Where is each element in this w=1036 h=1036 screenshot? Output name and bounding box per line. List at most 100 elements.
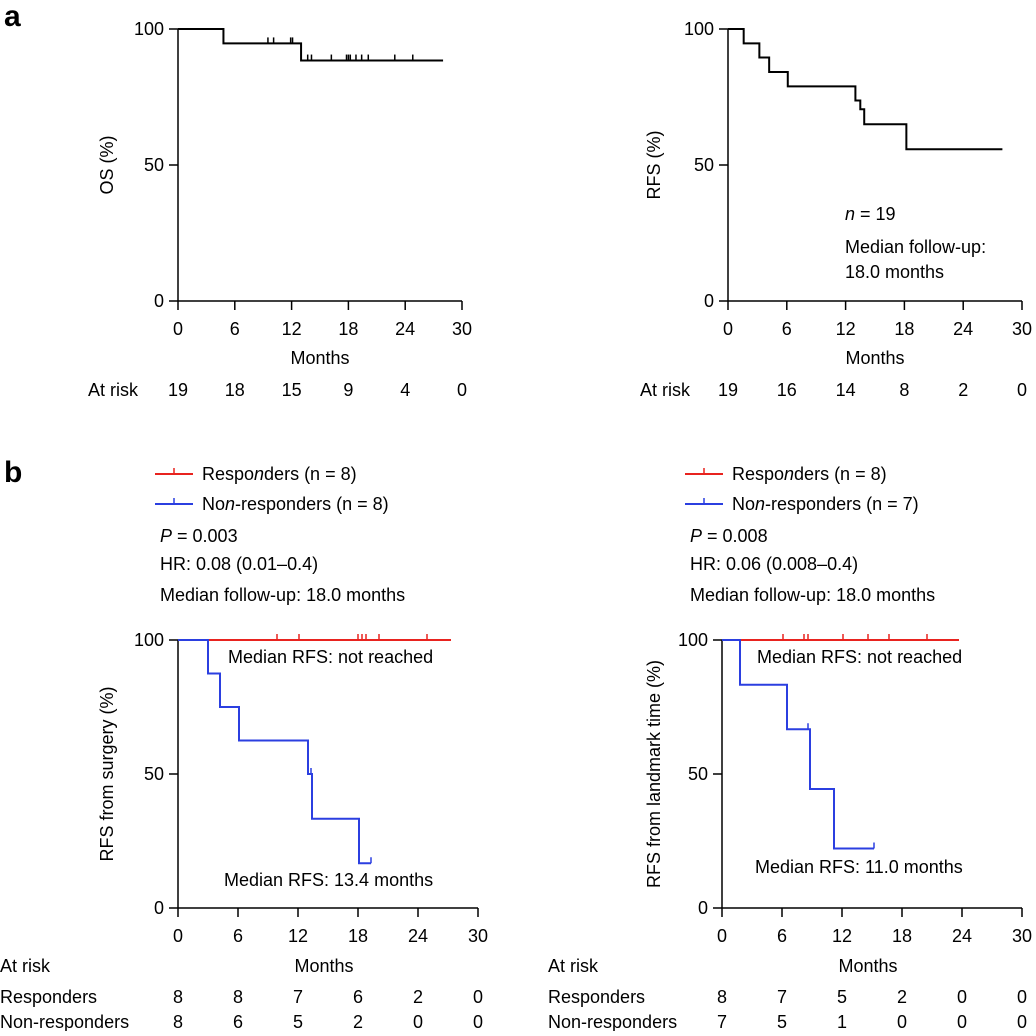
at-risk-count: 2 [897, 987, 907, 1007]
annotation-1: n = 19 [845, 204, 896, 224]
y-tick-label: 100 [134, 630, 164, 650]
x-tick-label: 6 [233, 926, 243, 946]
km-series-2 [178, 639, 372, 865]
at-risk-label: At risk [88, 380, 139, 400]
annotation-2: Median RFS: 11.0 months [755, 857, 963, 877]
km-curve [178, 639, 371, 865]
km-curve [178, 28, 444, 62]
y-tick-label: 0 [154, 898, 164, 918]
y-axis-title: RFS from surgery (%) [97, 686, 117, 861]
x-tick-label: 30 [1012, 319, 1032, 339]
x-tick-label: 30 [452, 319, 472, 339]
y-tick-label: 50 [688, 764, 708, 784]
at-risk-label: At risk [0, 956, 51, 976]
at-risk-count: 8 [899, 380, 909, 400]
at-risk-label: At risk [548, 956, 599, 976]
at-risk-row-label: Non-responders [0, 1012, 129, 1031]
legend-entry-1: Responders (n = 8) [732, 464, 887, 484]
at-risk-row-label: Non-responders [548, 1012, 677, 1031]
at-risk-count: 0 [473, 1012, 483, 1031]
annotation-3: 18.0 months [845, 262, 944, 282]
x-tick-label: 18 [892, 926, 912, 946]
km-series-1 [728, 28, 1003, 151]
y-tick-label: 100 [678, 630, 708, 650]
at-risk-count: 5 [293, 1012, 303, 1031]
legend-entry-2: Non-responders (n = 8) [202, 494, 389, 514]
x-tick-label: 12 [288, 926, 308, 946]
at-risk-count: 14 [836, 380, 856, 400]
hazard-ratio: HR: 0.06 (0.008–0.4) [690, 554, 858, 574]
y-tick-label: 0 [154, 291, 164, 311]
x-tick-label: 0 [173, 926, 183, 946]
annotation-2: Median RFS: 13.4 months [224, 870, 433, 890]
x-tick-label: 6 [230, 319, 240, 339]
at-risk-count: 19 [718, 380, 738, 400]
km-chart-2: 0 6 12 18 24 30 0 50 100 Months RFS (%) n = 19 Media… [640, 19, 1032, 400]
at-risk-count: 8 [173, 987, 183, 1007]
km-curve [728, 28, 1003, 151]
at-risk-count: 16 [777, 380, 797, 400]
x-tick-label: 30 [1012, 926, 1032, 946]
x-tick-label: 12 [836, 319, 856, 339]
p-value: P = 0.003 [160, 526, 238, 546]
y-tick-label: 50 [144, 155, 164, 175]
at-risk-count: 0 [897, 1012, 907, 1031]
at-risk-count: 1 [837, 1012, 847, 1031]
y-axis-title: RFS (%) [644, 131, 664, 200]
x-axis-title: Months [845, 348, 904, 368]
at-risk-count: 0 [413, 1012, 423, 1031]
annotation-1: Median RFS: not reached [228, 647, 433, 667]
x-tick-label: 12 [832, 926, 852, 946]
x-tick-label: 24 [953, 319, 973, 339]
at-risk-count: 18 [225, 380, 245, 400]
at-risk-count: 7 [717, 1012, 727, 1031]
x-tick-label: 24 [395, 319, 415, 339]
y-tick-label: 0 [704, 291, 714, 311]
annotation-2: Median follow-up: [845, 237, 986, 257]
at-risk-row-label: Responders [548, 987, 645, 1007]
at-risk-count: 5 [777, 1012, 787, 1031]
legend-entry-1: Responders (n = 8) [202, 464, 357, 484]
x-tick-label: 6 [782, 319, 792, 339]
median-follow-up: Median follow-up: 18.0 months [160, 585, 405, 605]
x-tick-label: 24 [952, 926, 972, 946]
x-tick-label: 12 [282, 319, 302, 339]
x-tick-label: 18 [348, 926, 368, 946]
at-risk-count: 15 [282, 380, 302, 400]
x-tick-label: 0 [717, 926, 727, 946]
km-series-1 [722, 634, 959, 641]
y-tick-label: 100 [684, 19, 714, 39]
at-risk-count: 0 [957, 987, 967, 1007]
km-series-1 [178, 634, 451, 641]
at-risk-count: 0 [473, 987, 483, 1007]
y-axis-title: RFS from landmark time (%) [644, 660, 664, 888]
at-risk-count: 5 [837, 987, 847, 1007]
legend-entry-2: Non-responders (n = 7) [732, 494, 919, 514]
at-risk-count: 2 [958, 380, 968, 400]
x-tick-label: 18 [338, 319, 358, 339]
at-risk-count: 0 [1017, 987, 1027, 1007]
km-chart-1: 0 6 12 18 24 30 0 50 100 Months OS (%) At risk 19 18 1… [88, 19, 472, 400]
y-tick-label: 50 [694, 155, 714, 175]
x-axis-title: Months [838, 956, 897, 976]
x-tick-label: 0 [723, 319, 733, 339]
at-risk-count: 8 [233, 987, 243, 1007]
y-axis-title: OS (%) [97, 135, 117, 194]
p-value: P = 0.008 [690, 526, 768, 546]
at-risk-count: 19 [168, 380, 188, 400]
km-series-2 [722, 639, 875, 850]
x-axis-title: Months [294, 956, 353, 976]
x-tick-label: 6 [777, 926, 787, 946]
at-risk-count: 4 [400, 380, 410, 400]
hazard-ratio: HR: 0.08 (0.01–0.4) [160, 554, 318, 574]
km-series-1 [178, 28, 444, 62]
annotation-1: Median RFS: not reached [757, 647, 962, 667]
at-risk-count: 9 [343, 380, 353, 400]
y-tick-label: 0 [698, 898, 708, 918]
km-curve [722, 639, 874, 850]
median-follow-up: Median follow-up: 18.0 months [690, 585, 935, 605]
at-risk-count: 7 [293, 987, 303, 1007]
